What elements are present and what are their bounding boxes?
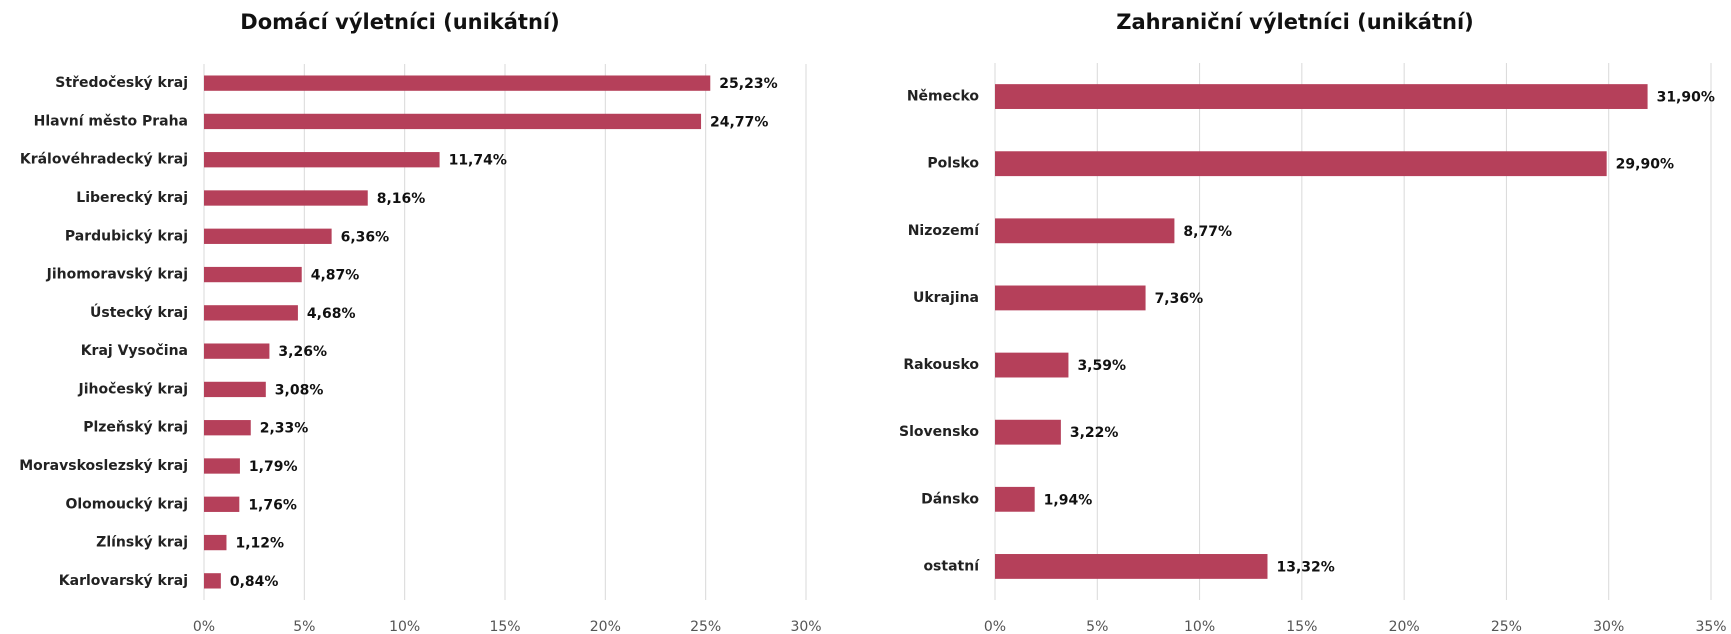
x-tick-label: 10% [389,619,420,634]
value-label: 1,76% [248,497,297,513]
value-label: 29,90% [1616,157,1674,173]
x-tick-label: 5% [293,619,315,634]
value-label: 7,36% [1155,291,1204,307]
value-label: 3,26% [278,344,327,360]
category-label: Nizozemí [908,223,981,239]
bar [204,266,302,283]
x-tick-label: 20% [590,619,621,634]
value-label: 1,94% [1044,492,1093,508]
x-tick-label: 0% [193,619,215,634]
bar [204,420,251,436]
value-label: 4,68% [307,306,356,322]
category-label: Rakousko [903,357,979,373]
x-tick-label: 30% [1593,619,1624,634]
x-tick-label: 30% [790,619,821,634]
category-label: Kraj Vysočina [81,343,188,359]
bar [995,486,1035,512]
value-label: 13,32% [1276,559,1334,575]
value-label: 3,59% [1077,358,1126,374]
category-label: Pardubický kraj [65,228,188,244]
value-label: 6,36% [341,229,390,245]
bar [204,152,440,168]
x-tick-label: 20% [1389,619,1420,634]
bar [204,534,227,551]
x-tick-label: 35% [1695,619,1726,634]
bar [995,554,1268,579]
value-label: 3,22% [1070,425,1119,441]
category-label: Slovensko [899,424,979,440]
category-label: Karlovarský kraj [59,573,188,589]
bar [204,496,240,512]
category-label: Dánsko [921,491,979,507]
value-label: 1,12% [235,536,284,552]
category-label: ostatní [923,558,980,574]
chart-title: Domácí výletníci (unikátní) [240,10,559,34]
x-tick-label: 15% [489,619,520,634]
bar [204,75,711,91]
value-label: 8,16% [377,191,426,207]
bar [204,113,702,130]
category-label: Německo [907,89,980,105]
category-label: Ústecký kraj [90,303,188,321]
category-label: Polsko [927,156,979,172]
value-label: 1,79% [249,459,298,475]
bar [204,343,270,359]
bar [204,228,332,244]
category-label: Hlavní město Praha [34,113,188,129]
bar [204,190,368,206]
x-tick-label: 25% [690,619,721,634]
category-label: Ukrajina [913,290,979,306]
bar [995,419,1061,445]
value-label: 2,33% [260,421,309,437]
category-label: Středočeský kraj [55,75,188,91]
value-label: 24,77% [710,114,768,130]
value-label: 8,77% [1183,224,1232,240]
x-tick-label: 25% [1491,619,1522,634]
category-label: Liberecký kraj [76,190,188,206]
value-label: 11,74% [449,153,507,169]
bar [995,84,1648,109]
category-label: Olomoucký kraj [65,496,188,512]
bar [995,218,1175,244]
value-label: 4,87% [311,268,360,284]
bar [995,285,1146,311]
x-tick-label: 5% [1086,619,1108,634]
category-label: Jihočeský kraj [78,381,189,397]
category-label: Plzeňský kraj [83,420,188,436]
category-label: Zlínský kraj [96,535,188,551]
value-label: 31,90% [1657,90,1715,106]
bar [204,573,221,589]
bar [204,458,240,474]
value-label: 0,84% [230,574,279,590]
bar [204,305,298,321]
category-label: Moravskoslezský kraj [19,458,188,474]
x-tick-label: 10% [1184,619,1215,634]
category-label: Královéhradecký kraj [20,152,188,168]
x-tick-label: 15% [1286,619,1317,634]
value-label: 3,08% [275,382,324,398]
chart-title: Zahraniční výletníci (unikátní) [1116,10,1474,34]
bar [995,151,1607,177]
bar [995,352,1069,378]
bar [204,381,266,398]
x-tick-label: 0% [984,619,1006,634]
category-label: Jihomoravský kraj [46,267,188,283]
value-label: 25,23% [719,76,777,92]
